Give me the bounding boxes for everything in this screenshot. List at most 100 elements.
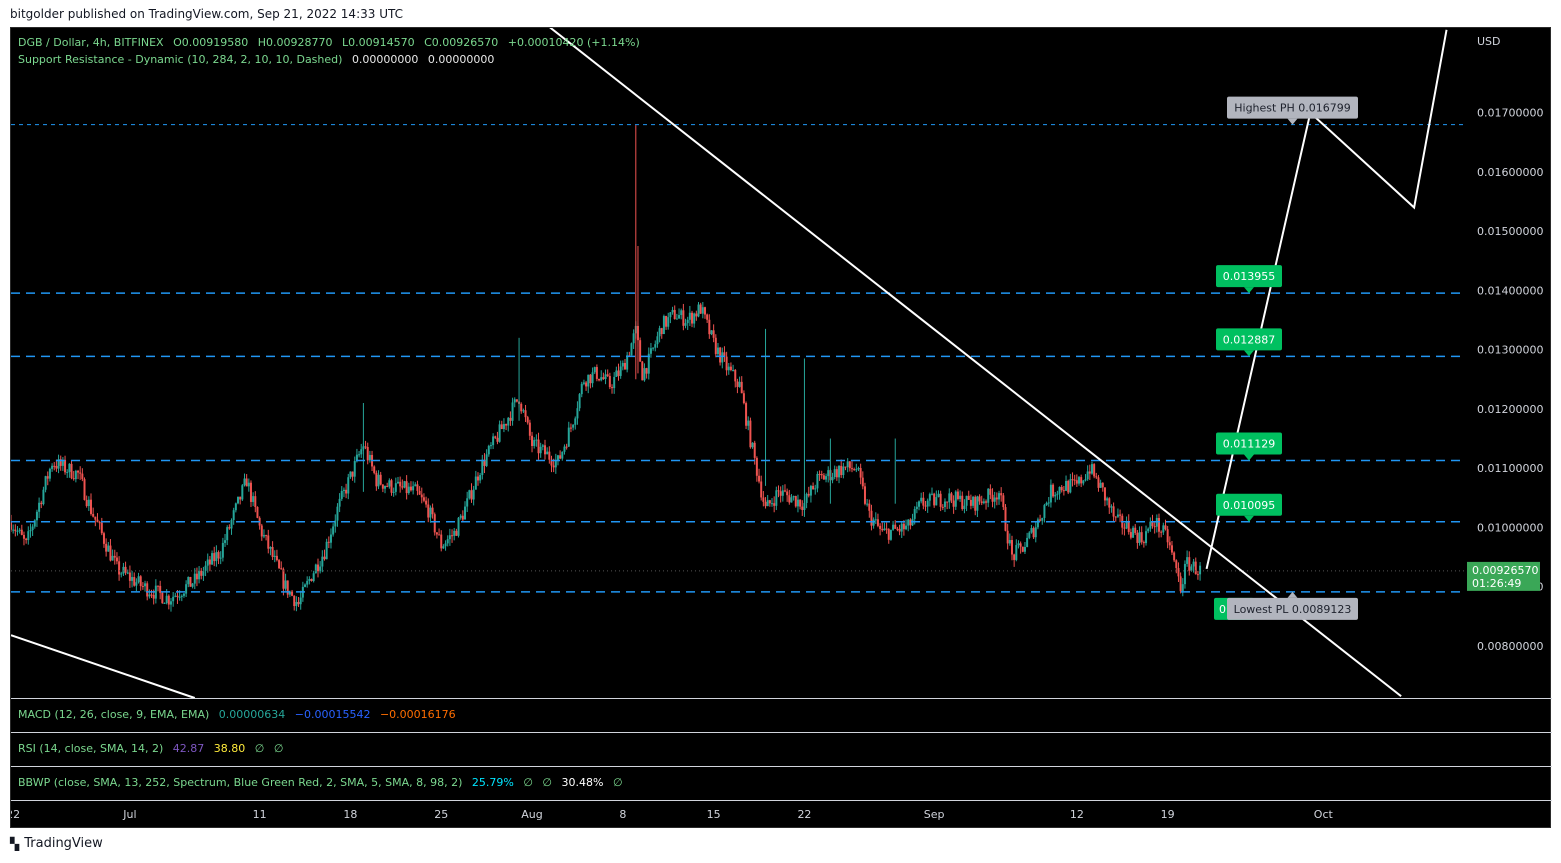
candle-body [933, 493, 936, 506]
chart-frame[interactable]: 0.013955 0.012887 0.011129 0.010095 Highest … [10, 27, 1552, 829]
candle-body [1052, 484, 1055, 497]
candle-body [364, 446, 367, 448]
candle-body [693, 313, 696, 324]
candle-body [66, 471, 69, 473]
candle-body [755, 457, 758, 476]
candle-body [133, 577, 136, 586]
candle-body [639, 340, 642, 362]
candle-body [652, 347, 655, 349]
candle-body [961, 495, 964, 510]
candle-body [422, 497, 425, 501]
ohlc-change: +0.00010420 (+1.14%) [507, 36, 640, 49]
candle-body [85, 499, 88, 507]
candle-body [137, 576, 140, 583]
candle-body [732, 369, 735, 371]
candle-body [42, 489, 45, 505]
candle-body [660, 328, 663, 335]
candle-body [83, 479, 86, 500]
candle-body [1119, 514, 1122, 516]
ohlc-low: L0.00914570 [342, 36, 415, 49]
candle-body [591, 372, 594, 384]
candle-body [565, 446, 568, 448]
bbwp-pane[interactable]: BBWP (close, SMA, 13, 252, Spectrum, Blu… [11, 766, 1552, 800]
footer: ▚ TradingView [10, 836, 103, 851]
candle-body [682, 310, 685, 326]
candle-body [390, 480, 393, 493]
candle-body [176, 595, 179, 598]
candle-body [699, 304, 702, 314]
candle-body [1093, 464, 1096, 477]
price-chart[interactable]: 0.013955 0.012887 0.011129 0.010095 Highest … [11, 28, 1552, 829]
candle-body [1099, 482, 1102, 488]
candle-body [44, 476, 47, 490]
candle-body [53, 465, 56, 467]
symbol-title[interactable]: DGB / Dollar, 4h, BITFINEX [18, 36, 164, 49]
lower-support-trendline [11, 634, 196, 699]
candle-body [74, 470, 77, 480]
rsi-label[interactable]: RSI (14, close, SMA, 14, 2) [18, 742, 164, 755]
candle-body [1166, 529, 1169, 543]
candle-body [126, 572, 129, 574]
candle-body [710, 330, 713, 335]
candle-body [476, 476, 479, 481]
macd-signal-value: −0.00016176 [379, 708, 456, 721]
rsi-pane[interactable]: RSI (14, close, SMA, 14, 2) 42.87 38.80 … [11, 732, 1552, 766]
candle-body [1039, 519, 1042, 521]
candle-body [425, 500, 428, 505]
candle-body [239, 496, 242, 500]
macd-pane[interactable]: MACD (12, 26, close, 9, EMA, EMA) 0.0000… [11, 698, 1552, 732]
candle-body [269, 547, 272, 549]
candle-body [747, 420, 750, 426]
candle-body [247, 482, 250, 487]
macd-line-value: −0.00015542 [294, 708, 371, 721]
candle-body [329, 534, 332, 543]
candle-body [1149, 521, 1152, 529]
candle-body [29, 530, 32, 532]
candle-body [561, 451, 564, 459]
candle-body [1177, 568, 1180, 577]
candle-body [593, 367, 596, 373]
candle-body [621, 362, 624, 367]
candle-body [180, 595, 183, 597]
candle-body [742, 393, 745, 404]
candle-body [260, 525, 263, 537]
candle-body [373, 466, 376, 473]
candle-body [396, 481, 399, 484]
candle-body [576, 408, 579, 419]
bbwp-empty-3: ∅ [612, 776, 623, 789]
level-label-1-pointer [1244, 287, 1254, 294]
candle-body [1095, 476, 1098, 478]
brand-name[interactable]: TradingView [24, 836, 103, 851]
candle-body [896, 528, 899, 530]
candle-body [163, 603, 166, 605]
level-label-4: 0.010095 [1216, 493, 1282, 522]
candle-body [909, 519, 912, 526]
candle-body [998, 493, 1001, 500]
bbwp-empty-2: ∅ [542, 776, 553, 789]
candle-body [1017, 543, 1020, 546]
candle-body [221, 542, 224, 558]
candle-body [801, 506, 804, 510]
candle-body [1021, 546, 1024, 552]
tradingview-logo-icon[interactable]: ▚ [10, 836, 19, 851]
candle-body [905, 525, 908, 530]
candle-body [494, 436, 497, 438]
candle-body [1004, 507, 1007, 531]
candle-body [70, 463, 73, 479]
candle-body [822, 475, 825, 480]
candle-body [972, 496, 975, 506]
candle-body [401, 486, 404, 488]
sr-indicator-label[interactable]: Support Resistance - Dynamic (10, 284, 2… [18, 53, 343, 66]
bbwp-label[interactable]: BBWP (close, SMA, 13, 252, Spectrum, Blu… [18, 776, 463, 789]
candle-body [323, 556, 326, 560]
candle-body [120, 573, 123, 575]
macd-label[interactable]: MACD (12, 26, close, 9, EMA, EMA) [18, 708, 210, 721]
candle-body [195, 573, 198, 580]
candle-body [1151, 521, 1154, 527]
candle-body [1082, 480, 1085, 484]
candle-body [680, 310, 683, 316]
candle-body [1173, 552, 1176, 561]
candle-body [252, 496, 255, 502]
candle-body [461, 515, 464, 520]
candle-body [582, 382, 585, 384]
